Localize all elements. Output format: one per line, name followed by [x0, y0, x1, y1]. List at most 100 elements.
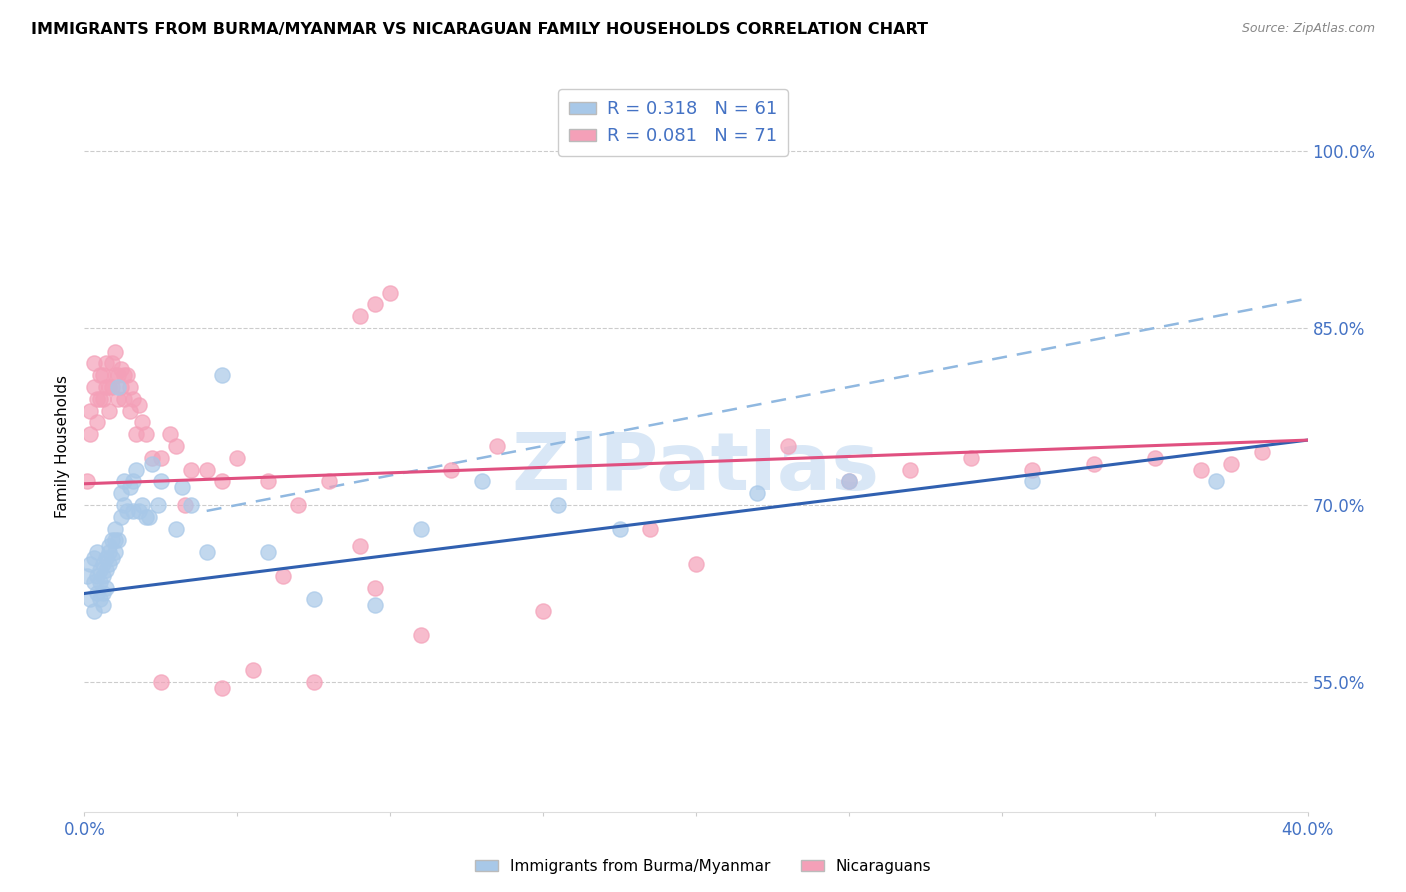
- Point: [380, 285, 402, 300]
- Point: [364, 581, 387, 595]
- Point: [165, 522, 187, 536]
- Point: [898, 462, 921, 476]
- Point: [89, 368, 111, 383]
- Point: [838, 475, 860, 489]
- Point: [79, 557, 101, 571]
- Point: [685, 557, 707, 571]
- Point: [302, 675, 325, 690]
- Point: [349, 539, 371, 553]
- Point: [257, 545, 280, 559]
- Text: Source: ZipAtlas.com: Source: ZipAtlas.com: [1241, 22, 1375, 36]
- Point: [107, 368, 129, 383]
- Point: [960, 450, 983, 465]
- Point: [104, 368, 127, 383]
- Point: [159, 427, 181, 442]
- Point: [97, 403, 120, 417]
- Point: [318, 475, 340, 489]
- Point: [112, 498, 135, 512]
- Point: [211, 475, 233, 489]
- Point: [211, 681, 233, 695]
- Point: [104, 545, 127, 559]
- Point: [104, 344, 127, 359]
- Point: [302, 592, 325, 607]
- Point: [138, 509, 160, 524]
- Point: [83, 604, 105, 618]
- Point: [91, 557, 114, 571]
- Point: [1220, 457, 1243, 471]
- Point: [195, 462, 218, 476]
- Point: [131, 498, 153, 512]
- Point: [112, 368, 135, 383]
- Point: [609, 522, 631, 536]
- Point: [125, 427, 148, 442]
- Point: [838, 475, 860, 489]
- Point: [94, 356, 117, 370]
- Point: [110, 362, 132, 376]
- Point: [91, 368, 114, 383]
- Point: [120, 403, 142, 417]
- Point: [110, 509, 132, 524]
- Point: [120, 480, 142, 494]
- Point: [79, 592, 101, 607]
- Point: [86, 392, 108, 406]
- Point: [486, 439, 509, 453]
- Point: [94, 380, 117, 394]
- Point: [83, 380, 105, 394]
- Point: [107, 380, 129, 394]
- Point: [101, 380, 124, 394]
- Point: [1083, 457, 1105, 471]
- Point: [122, 475, 145, 489]
- Text: IMMIGRANTS FROM BURMA/MYANMAR VS NICARAGUAN FAMILY HOUSEHOLDS CORRELATION CHART: IMMIGRANTS FROM BURMA/MYANMAR VS NICARAG…: [31, 22, 928, 37]
- Point: [91, 392, 114, 406]
- Point: [146, 498, 169, 512]
- Point: [349, 310, 371, 324]
- Point: [141, 457, 163, 471]
- Legend: Immigrants from Burma/Myanmar, Nicaraguans: Immigrants from Burma/Myanmar, Nicaragua…: [468, 853, 938, 880]
- Point: [747, 486, 769, 500]
- Point: [125, 462, 148, 476]
- Point: [83, 356, 105, 370]
- Point: [83, 574, 105, 589]
- Point: [471, 475, 494, 489]
- Point: [110, 380, 132, 394]
- Point: [172, 480, 194, 494]
- Point: [76, 568, 98, 582]
- Point: [547, 498, 569, 512]
- Point: [79, 403, 101, 417]
- Point: [94, 551, 117, 566]
- Point: [94, 581, 117, 595]
- Point: [135, 509, 157, 524]
- Text: ZIPatlas: ZIPatlas: [512, 429, 880, 507]
- Point: [89, 574, 111, 589]
- Point: [638, 522, 661, 536]
- Point: [86, 586, 108, 600]
- Point: [180, 462, 202, 476]
- Point: [131, 416, 153, 430]
- Point: [364, 599, 387, 613]
- Point: [89, 563, 111, 577]
- Point: [91, 568, 114, 582]
- Point: [1250, 445, 1272, 459]
- Point: [86, 568, 108, 582]
- Point: [242, 663, 264, 677]
- Point: [1021, 475, 1043, 489]
- Point: [211, 368, 233, 383]
- Point: [149, 675, 172, 690]
- Point: [94, 563, 117, 577]
- Point: [112, 475, 135, 489]
- Point: [89, 392, 111, 406]
- Point: [1189, 462, 1212, 476]
- Point: [287, 498, 309, 512]
- Point: [180, 498, 202, 512]
- Point: [120, 380, 142, 394]
- Point: [97, 545, 120, 559]
- Point: [97, 380, 120, 394]
- Point: [135, 427, 157, 442]
- Point: [110, 486, 132, 500]
- Point: [83, 551, 105, 566]
- Point: [112, 392, 135, 406]
- Point: [122, 504, 145, 518]
- Point: [89, 592, 111, 607]
- Point: [440, 462, 463, 476]
- Y-axis label: Family Households: Family Households: [55, 375, 70, 517]
